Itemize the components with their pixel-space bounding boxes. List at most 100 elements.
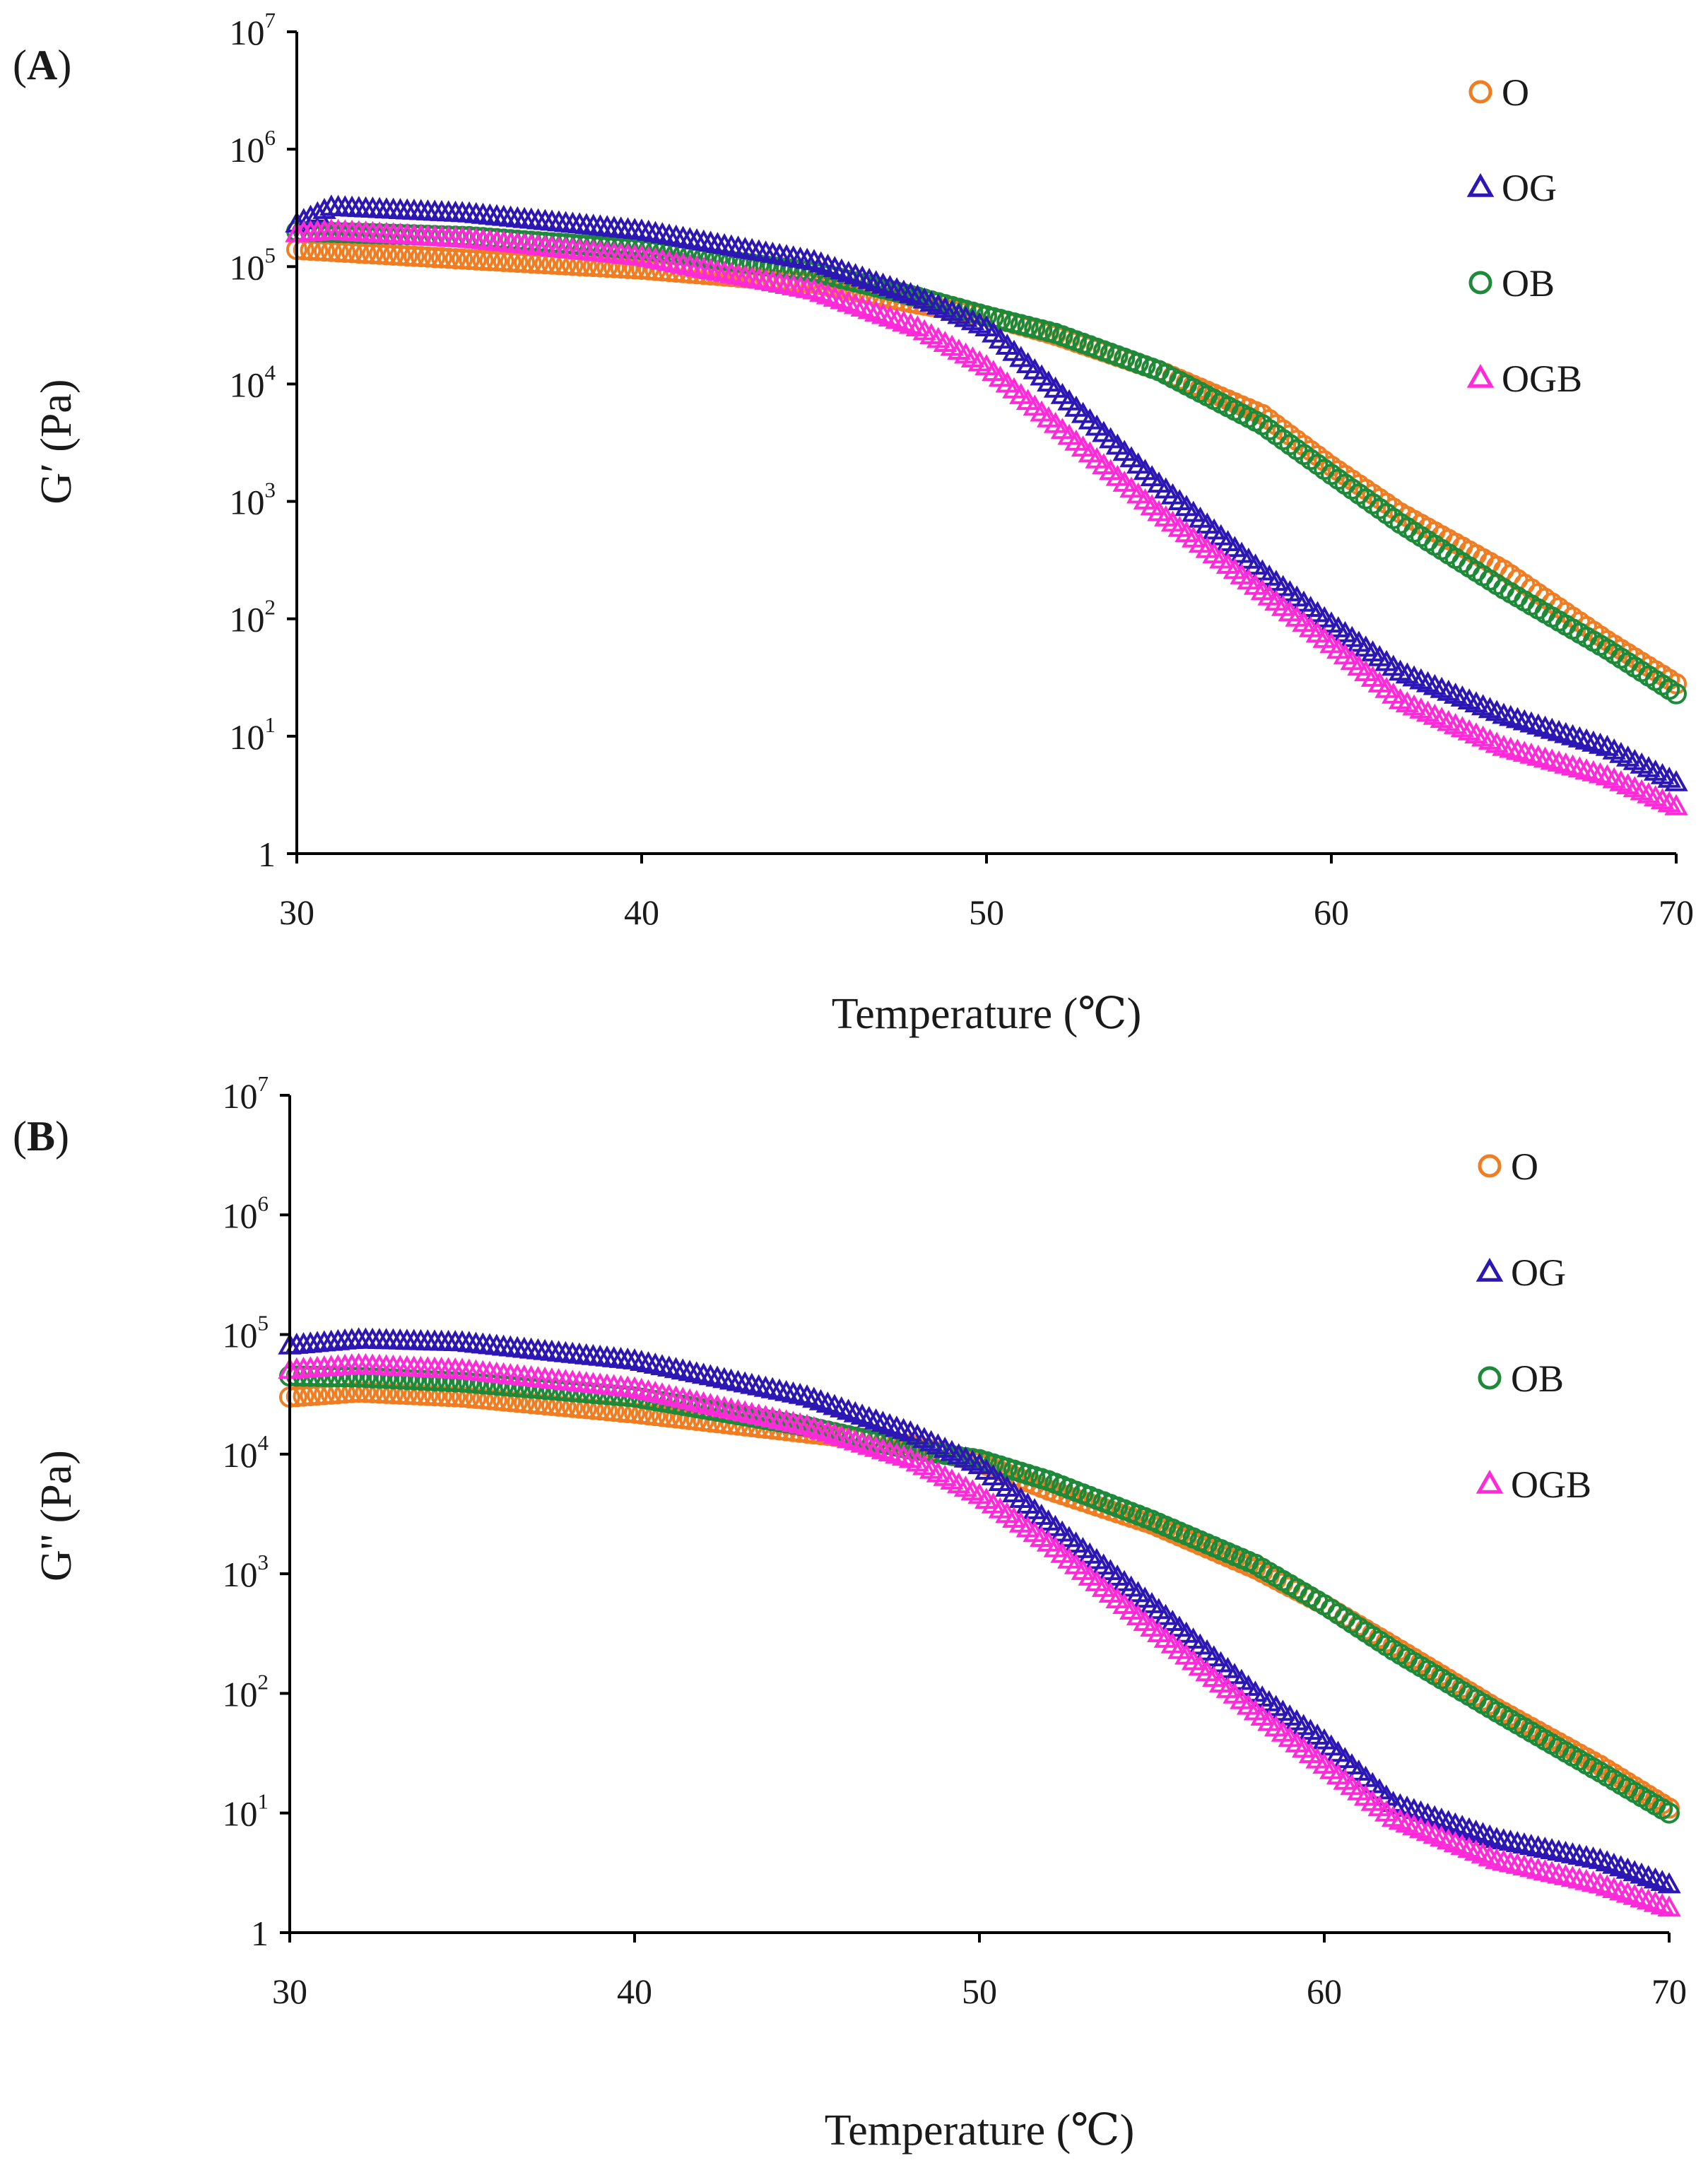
data-point bbox=[781, 1410, 806, 1432]
data-point bbox=[493, 251, 514, 272]
legend-item-og: OG bbox=[1476, 1251, 1566, 1294]
data-point bbox=[410, 246, 432, 268]
legend-marker bbox=[1466, 363, 1495, 388]
y-axis-label: G'' (Pa) bbox=[33, 1450, 81, 1581]
data-point bbox=[636, 1379, 661, 1401]
y-tick-label: 106 bbox=[223, 1191, 269, 1235]
series-og bbox=[285, 194, 1688, 791]
legend-marker bbox=[1466, 172, 1495, 197]
legend-item-ogb: OGB bbox=[1476, 1463, 1591, 1506]
y-tick-label: 103 bbox=[230, 478, 276, 522]
y-tick-label: 102 bbox=[230, 595, 276, 640]
data-point bbox=[746, 1374, 771, 1396]
data-point bbox=[1657, 1872, 1681, 1894]
data-point bbox=[1666, 683, 1687, 705]
data-point bbox=[726, 1398, 750, 1420]
data-point bbox=[657, 1355, 681, 1377]
data-point bbox=[355, 242, 377, 264]
y-axis-label: G′ (Pa) bbox=[33, 379, 81, 504]
data-point bbox=[623, 1348, 647, 1369]
data-point bbox=[678, 1388, 702, 1410]
data-point bbox=[479, 249, 501, 271]
legend-marker bbox=[1476, 1257, 1504, 1282]
data-point bbox=[375, 244, 397, 266]
y-tick-label: 102 bbox=[223, 1669, 269, 1714]
series-og bbox=[278, 1327, 1681, 1894]
x-axis-label: Temperature (℃) bbox=[832, 990, 1142, 1038]
series-ob bbox=[286, 220, 1687, 705]
data-point bbox=[788, 1382, 812, 1404]
x-tick-label: 50 bbox=[969, 892, 1004, 932]
data-point bbox=[1659, 1802, 1680, 1824]
series-o bbox=[279, 1381, 1680, 1819]
data-point bbox=[1574, 1868, 1598, 1890]
legend-label: OB bbox=[1502, 262, 1555, 305]
data-point bbox=[472, 249, 494, 271]
legend-item-o: O bbox=[1478, 1145, 1538, 1188]
data-point bbox=[1526, 1857, 1550, 1879]
data-point bbox=[465, 249, 487, 271]
data-point bbox=[657, 1384, 681, 1405]
y-tick-label: 105 bbox=[230, 242, 276, 287]
data-point bbox=[362, 243, 384, 265]
legend-label: OG bbox=[1502, 167, 1557, 209]
data-point bbox=[437, 247, 459, 269]
y-tick-label: 101 bbox=[230, 712, 276, 757]
legend-item-ogb: OGB bbox=[1466, 358, 1582, 400]
y-tick-label: 107 bbox=[230, 8, 276, 52]
data-point bbox=[403, 245, 425, 267]
legend-marker bbox=[1476, 1469, 1504, 1494]
data-point bbox=[767, 1378, 791, 1400]
data-point bbox=[285, 1386, 307, 1408]
chart-panel-a: 1 101 102 103 104 105 106 107 30 40 50 60 70 Temperat… bbox=[13, 8, 1694, 1038]
data-point bbox=[459, 249, 480, 271]
legend-item-ob: OB bbox=[1468, 262, 1555, 305]
data-point bbox=[698, 1364, 723, 1386]
data-point bbox=[1505, 1852, 1530, 1874]
chart-panel-b: 1 101 102 103 104 105 106 107 30 40 50 60 70 Temperat… bbox=[13, 1071, 1687, 2155]
x-tick-label: 30 bbox=[279, 892, 314, 932]
y-tick-label: 104 bbox=[223, 1430, 269, 1475]
data-point bbox=[767, 1408, 791, 1430]
data-point bbox=[452, 248, 473, 270]
x-axis-label: Temperature (℃) bbox=[825, 2106, 1135, 2155]
legend-marker bbox=[1478, 1154, 1502, 1178]
data-point bbox=[733, 1371, 757, 1393]
data-point bbox=[671, 1386, 695, 1408]
x-tick-label: 70 bbox=[1659, 892, 1694, 932]
legend-marker bbox=[1468, 80, 1492, 104]
x-tick-label: 70 bbox=[1651, 1972, 1687, 2011]
x-tick-label: 60 bbox=[1307, 1972, 1342, 2011]
panel-label: (B) bbox=[13, 1113, 69, 1160]
data-point bbox=[788, 1412, 812, 1434]
data-point bbox=[389, 244, 411, 266]
data-point bbox=[312, 198, 336, 219]
data-point bbox=[348, 242, 370, 264]
data-point bbox=[691, 1391, 716, 1413]
x-tick-label: 40 bbox=[624, 892, 659, 932]
data-point bbox=[431, 247, 452, 269]
legend: O OG OB OGB bbox=[1466, 71, 1582, 400]
data-point bbox=[1664, 794, 1688, 815]
data-point bbox=[719, 1397, 743, 1419]
x-tick-label: 50 bbox=[962, 1972, 997, 2011]
data-point bbox=[678, 1360, 702, 1381]
y-tick-label: 104 bbox=[230, 360, 276, 404]
data-point bbox=[1540, 1861, 1564, 1882]
y-tick-label: 1 bbox=[258, 835, 276, 874]
panel-label: (A) bbox=[13, 42, 71, 88]
data-point bbox=[369, 243, 391, 265]
data-point bbox=[630, 1377, 654, 1399]
legend-item-ob: OB bbox=[1478, 1357, 1564, 1400]
legend-label: O bbox=[1511, 1145, 1538, 1188]
y-tick-label: 107 bbox=[223, 1071, 269, 1116]
series-ob bbox=[279, 1365, 1680, 1824]
data-point bbox=[698, 1393, 723, 1414]
data-point bbox=[1560, 1866, 1585, 1887]
legend-marker bbox=[1478, 1366, 1502, 1390]
y-tick-label: 101 bbox=[223, 1789, 269, 1834]
x-tick-label: 40 bbox=[617, 1972, 652, 2011]
legend-label: O bbox=[1502, 71, 1529, 114]
x-tick-label: 30 bbox=[272, 1972, 307, 2011]
